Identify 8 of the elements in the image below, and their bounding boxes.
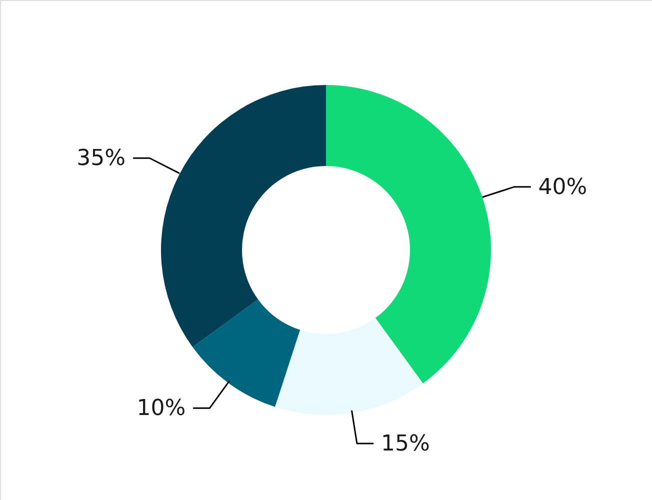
data-label: 35% [76, 146, 126, 172]
donut-slice [192, 299, 300, 407]
donut-slice [161, 85, 326, 347]
data-label: 15% [380, 432, 430, 457]
data-label: 10% [136, 396, 186, 422]
data-label: 40% [538, 174, 588, 200]
donut-slice [275, 318, 423, 415]
donut-slice [326, 85, 491, 384]
